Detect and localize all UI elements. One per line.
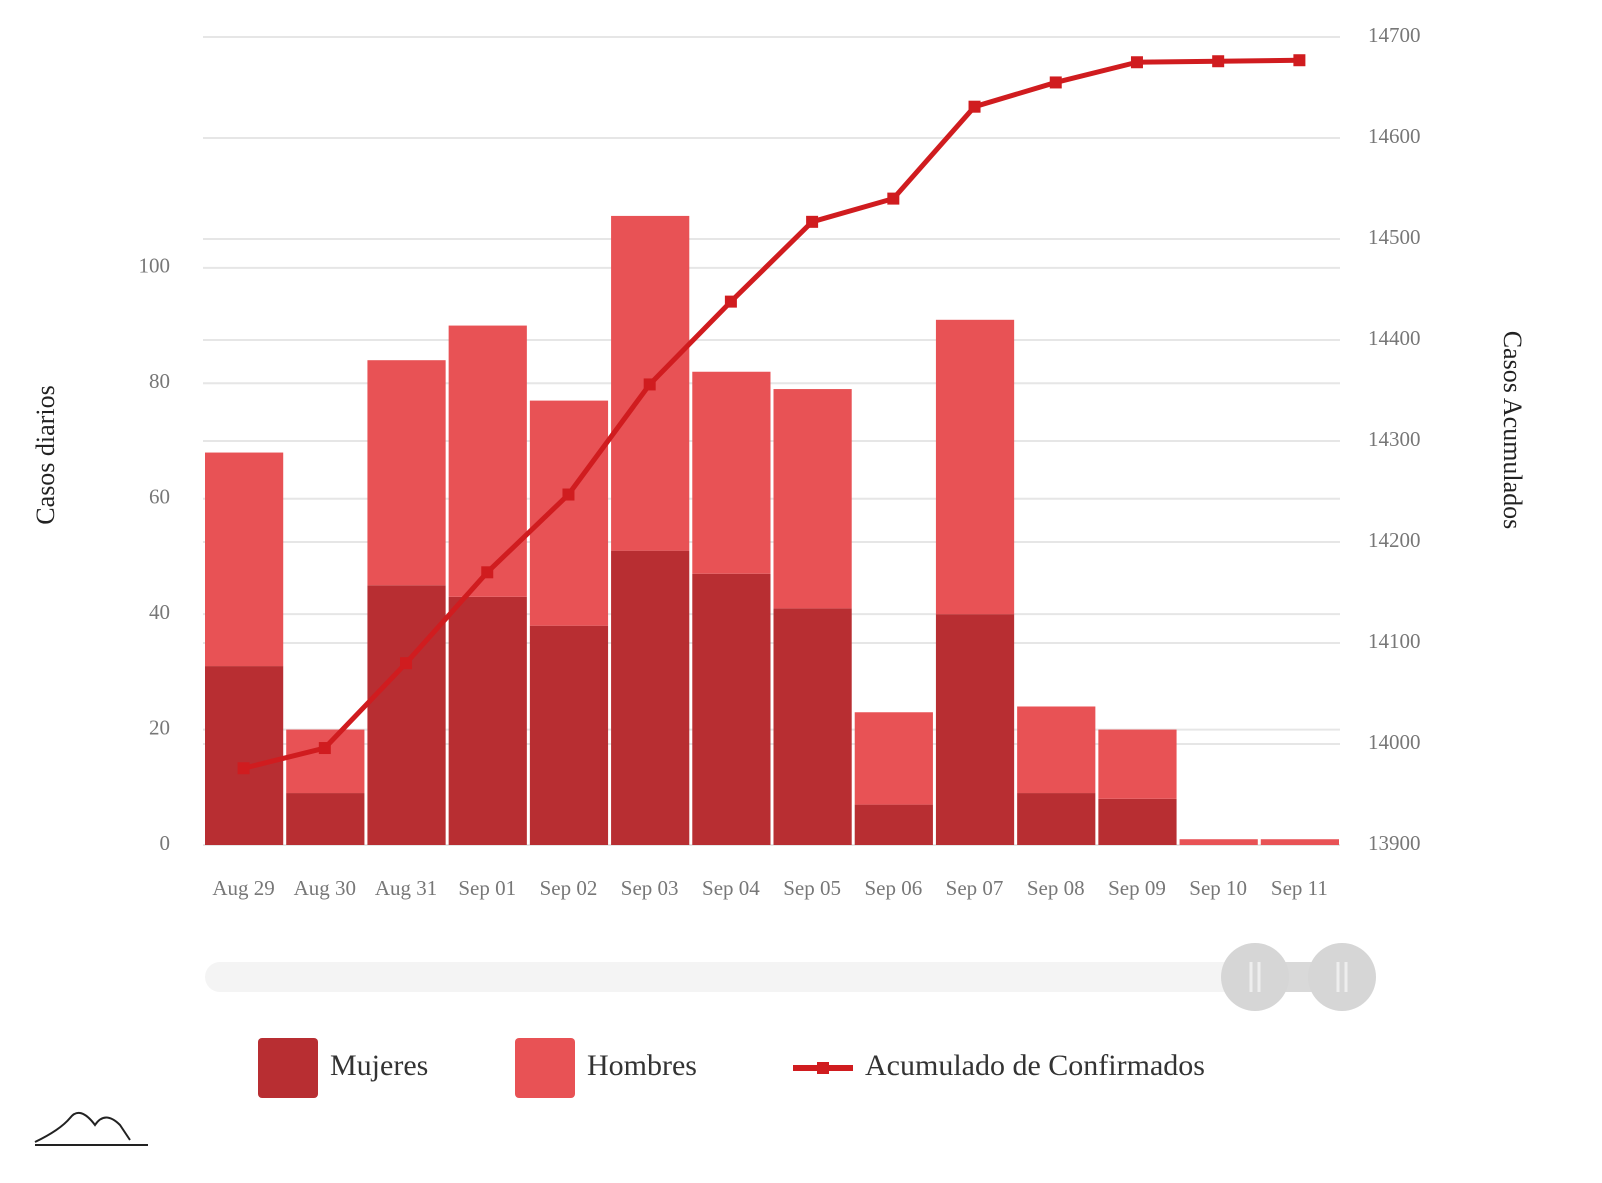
bar [529,400,609,626]
line-marker [318,742,331,755]
bar [1098,798,1177,845]
y2-tick-label: 14400 [1368,326,1421,350]
scroll-handle[interactable] [1221,943,1289,1011]
x-tick-label: Sep 07 [946,876,1004,900]
line-marker [1130,56,1143,69]
bar [367,585,446,845]
line-marker [1293,54,1306,67]
scrollbar[interactable] [205,943,1376,1011]
bar [205,666,284,845]
x-tick-label: Sep 06 [864,876,922,900]
line [243,57,1300,771]
line-marker [806,215,819,228]
bar [1017,706,1096,794]
y2-tick-label: 13900 [1368,831,1421,855]
legend-swatch [817,1062,829,1074]
bar [1179,839,1258,845]
legend-label: Acumulado de Confirmados [865,1049,1205,1082]
x-tick-label: Sep 11 [1271,876,1328,900]
bar [854,804,933,845]
bar [611,550,690,845]
legend: Mujeres Hombres Acumulado de Confirmados [258,1038,1205,1098]
line-marker [887,192,900,205]
bar [773,389,852,609]
line-marker [237,762,250,775]
x-tick-label: Sep 10 [1189,876,1247,900]
bar [854,712,933,805]
x-tick-label: Sep 03 [621,876,679,900]
legend-swatch [515,1038,575,1098]
x-tick-label: Sep 09 [1108,876,1166,900]
legend-label: Mujeres [330,1049,428,1082]
y-tick-label: 40 [149,600,170,624]
line-marker [562,488,575,501]
bar [529,625,609,845]
logo [34,1111,148,1146]
y-axis-title: Casos diarios [31,385,60,524]
y2-tick-label: 14600 [1368,124,1421,148]
line-marker [1212,55,1225,68]
y-tick-label: 80 [149,369,170,393]
scroll-track[interactable] [205,962,1355,992]
y2-tick-label: 14000 [1368,730,1421,754]
bar [286,729,365,794]
bar [692,371,771,574]
x-tick-label: Sep 08 [1027,876,1085,900]
y-tick-label: 100 [139,254,171,278]
scroll-handle[interactable] [1308,943,1376,1011]
y2-tick-label: 14500 [1368,225,1421,249]
bar [448,325,527,597]
line-marker [400,657,413,670]
y-tick-label: 60 [149,485,170,509]
bar [935,614,1015,845]
bar [692,573,771,845]
legend-label: Hombres [587,1049,697,1082]
x-tick-label: Sep 04 [702,876,760,900]
y-tick-label: 20 [149,715,170,739]
x-tick-label: Sep 01 [458,876,516,900]
line-marker [481,566,494,579]
y2-tick-label: 14100 [1368,629,1421,653]
y-tick-label: 0 [160,831,171,855]
bar [448,596,527,845]
y2-tick-label: 14300 [1368,427,1421,451]
bar [773,608,852,845]
bar [286,793,365,845]
y2-tick-label: 14700 [1368,23,1421,47]
legend-swatch [258,1038,318,1098]
x-tick-label: Sep 05 [783,876,841,900]
x-tick-label: Aug 30 [294,876,356,900]
bar [367,360,446,586]
bar [205,452,284,667]
line-marker [724,295,737,308]
y2-axis-title: Casos Acumulados [1498,331,1527,530]
line-marker [1049,76,1062,89]
line-marker [968,100,981,113]
bar [1017,793,1096,845]
line-marker [643,378,656,391]
x-tick-label: Sep 02 [540,876,598,900]
y2-tick-label: 14200 [1368,528,1421,552]
grip [1249,962,1348,992]
x-tick-label: Aug 31 [375,876,437,900]
bar [1098,729,1177,799]
bar [1260,839,1339,845]
x-tick-label: Aug 29 [212,876,274,900]
bar [935,319,1015,615]
